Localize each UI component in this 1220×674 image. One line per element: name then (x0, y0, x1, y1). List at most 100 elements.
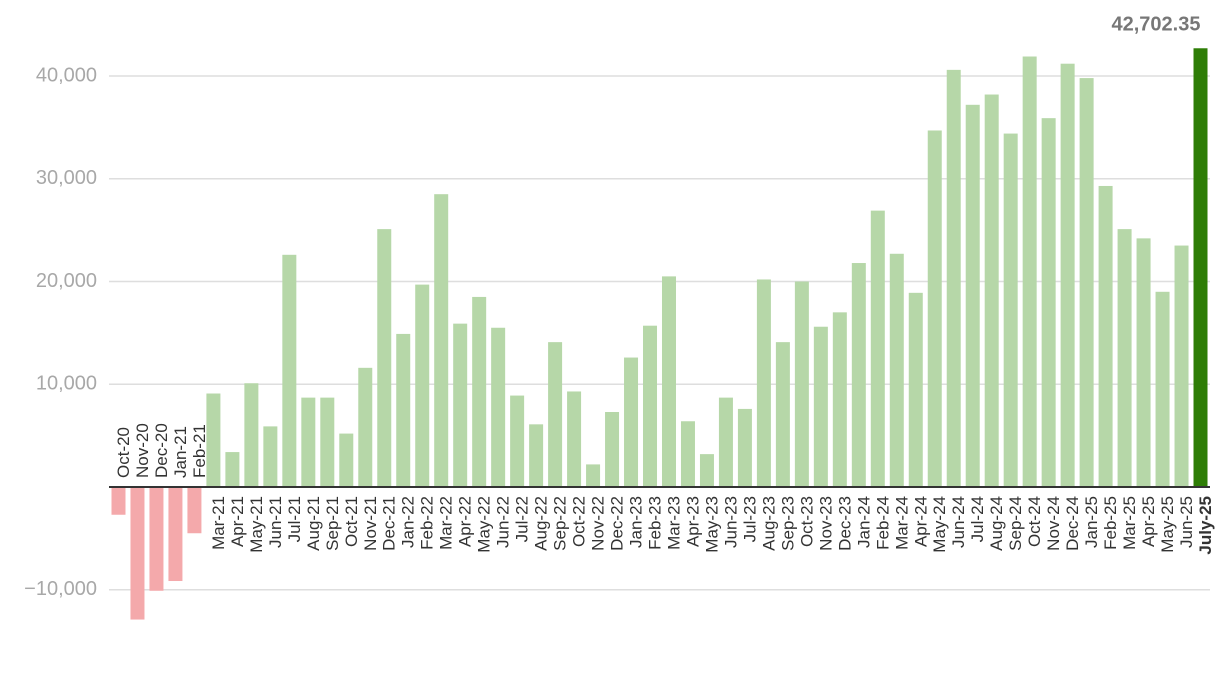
x-tick-label: Aug-22 (532, 496, 551, 551)
x-tick-label: Mar-24 (892, 496, 911, 550)
x-tick-label: Feb-22 (418, 496, 437, 550)
x-tick-label: Aug-21 (304, 496, 323, 551)
bar (206, 393, 221, 488)
x-tick-label: Mar-21 (209, 496, 228, 550)
x-tick-label: Dec-24 (1063, 496, 1082, 551)
x-tick-label: Nov-20 (133, 423, 152, 478)
bar (472, 296, 487, 488)
x-tick-label: Jul-24 (968, 496, 987, 542)
x-tick-label: Feb-21 (190, 424, 209, 478)
y-tick-label: −10,000 (24, 578, 97, 600)
x-tick-label: Mar-23 (664, 496, 683, 550)
value-label: 42,702.35 (1112, 14, 1201, 36)
x-tick-label: Sep-21 (323, 496, 342, 551)
x-tick-label: Oct-22 (570, 496, 589, 547)
x-tick-label: Jul-23 (740, 496, 759, 542)
bar (1060, 63, 1075, 488)
bar (529, 424, 544, 488)
bar (794, 281, 809, 488)
x-tick-label: Mar-25 (1120, 496, 1139, 550)
bar (737, 408, 752, 488)
x-tick-label: Jun-24 (949, 496, 968, 548)
bar (851, 263, 866, 488)
x-tick-label: Jun-22 (494, 496, 513, 548)
y-tick-label: 40,000 (36, 64, 97, 86)
x-tick-label: Jan-23 (627, 496, 646, 548)
x-tick-label: Dec-22 (608, 496, 627, 551)
x-tick-label: May-23 (702, 496, 721, 553)
bar (1003, 133, 1018, 488)
y-tick-label: 20,000 (36, 270, 97, 292)
x-tick-label: Nov-23 (816, 496, 835, 551)
x-tick-label: Dec-20 (152, 423, 171, 478)
bar (1098, 185, 1113, 488)
x-tick-label: Sep-23 (778, 496, 797, 551)
bar (453, 323, 468, 488)
x-tick-label: Feb-23 (645, 496, 664, 550)
bar (889, 253, 904, 488)
bar (168, 487, 183, 582)
bar (320, 397, 335, 488)
bar (282, 254, 297, 488)
bar (244, 383, 259, 488)
bar (680, 421, 695, 488)
x-tick-label: Oct-24 (1025, 496, 1044, 547)
bar (149, 487, 164, 591)
bar (984, 94, 999, 488)
x-tick-label: Nov-21 (361, 496, 380, 551)
bar (775, 342, 790, 488)
bar (358, 367, 373, 488)
x-tick-label: May-21 (247, 496, 266, 553)
x-tick-label: Aug-23 (759, 496, 778, 551)
bar (1174, 245, 1189, 488)
bar (1079, 78, 1094, 488)
bar (434, 194, 449, 488)
x-tick-label: Jul-22 (513, 496, 532, 542)
bar (1041, 118, 1056, 488)
bar (225, 452, 240, 488)
bar (756, 279, 771, 488)
bar (130, 487, 145, 620)
bar (1155, 291, 1170, 488)
x-tick-label: Jun-25 (1177, 496, 1196, 548)
x-tick-label: Apr-23 (683, 496, 702, 547)
bar (813, 326, 828, 488)
x-tick-label: Apr-22 (456, 496, 475, 547)
bar (567, 391, 582, 488)
bar (263, 426, 278, 488)
bar (1022, 56, 1037, 488)
bar (870, 210, 885, 488)
x-tick-label: Jan-25 (1082, 496, 1101, 548)
x-tick-label: May-25 (1158, 496, 1177, 553)
x-tick-label: Aug-24 (987, 496, 1006, 551)
x-tick-label: Nov-22 (589, 496, 608, 551)
x-tick-label: Apr-25 (1139, 496, 1158, 547)
bar (548, 342, 563, 488)
x-tick-label: Feb-24 (873, 496, 892, 550)
y-tick-label: 30,000 (36, 167, 97, 189)
x-tick-label: Mar-22 (437, 496, 456, 550)
x-tick-label: Apr-24 (911, 496, 930, 547)
bar (491, 327, 506, 488)
bar (377, 229, 392, 488)
bar (605, 412, 620, 488)
x-tick-label: Jan-22 (399, 496, 418, 548)
x-tick-label: Jan-21 (171, 426, 190, 478)
x-tick-label: Jan-24 (854, 496, 873, 548)
x-tick-label: Sep-24 (1006, 496, 1025, 551)
bar (1117, 229, 1132, 488)
x-tick-label: July-25 (1196, 496, 1215, 555)
bar (699, 454, 714, 488)
bar (624, 357, 639, 488)
x-tick-label: Apr-21 (228, 496, 247, 547)
x-tick-label: Jun-21 (266, 496, 285, 548)
bar (643, 325, 658, 488)
x-tick-label: Oct-20 (114, 427, 133, 478)
bar (339, 433, 354, 488)
x-tick-label: Nov-24 (1044, 496, 1063, 551)
x-tick-label: May-22 (475, 496, 494, 553)
bar (965, 104, 980, 488)
bar (510, 395, 525, 488)
